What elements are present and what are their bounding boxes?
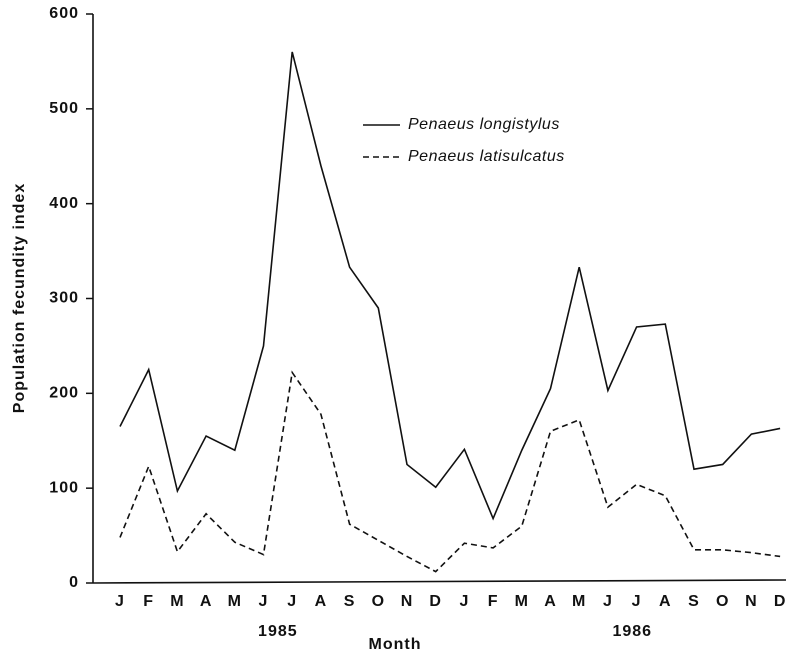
y-tick-label: 200 bbox=[49, 385, 79, 402]
x-tick-label: N bbox=[401, 593, 414, 610]
x-tick-label: A bbox=[544, 593, 557, 610]
x-tick-label: M bbox=[228, 593, 242, 610]
x-axis bbox=[92, 579, 787, 584]
x-tick-label: N bbox=[745, 593, 758, 610]
x-tick-label: M bbox=[170, 593, 184, 610]
x-tick-label: S bbox=[344, 593, 356, 610]
x-tick-label: A bbox=[659, 593, 672, 610]
y-tick-label: 400 bbox=[49, 195, 79, 212]
x-tick-label: M bbox=[515, 593, 529, 610]
x-tick-label: J bbox=[287, 593, 297, 610]
x-tick-label: S bbox=[688, 593, 700, 610]
series-line bbox=[119, 370, 781, 573]
x-tick-label: O bbox=[372, 593, 385, 610]
x-tick-label: D bbox=[429, 593, 442, 610]
y-tick-label: 0 bbox=[69, 574, 79, 591]
legend-label: Penaeus longistylus bbox=[408, 116, 560, 133]
y-tick-label: 100 bbox=[49, 479, 79, 496]
y-tick-label: 600 bbox=[49, 5, 79, 22]
x-tick-label: A bbox=[315, 593, 328, 610]
y-axis-label: Population fecundity index bbox=[11, 183, 28, 413]
x-tick-label: J bbox=[259, 593, 269, 610]
legend-label: Penaeus latisulcatus bbox=[408, 148, 565, 165]
y-tick-label: 500 bbox=[49, 100, 79, 117]
x-tick-label: M bbox=[572, 593, 586, 610]
x-tick-label: A bbox=[200, 593, 213, 610]
year-label: 1986 bbox=[612, 623, 652, 640]
x-tick-label: J bbox=[459, 593, 469, 610]
x-tick-label: J bbox=[115, 593, 125, 610]
x-tick-label: J bbox=[603, 593, 613, 610]
year-label: 1985 bbox=[258, 623, 298, 640]
x-tick-label: J bbox=[632, 593, 642, 610]
x-axis-label: Month bbox=[369, 636, 422, 653]
x-tick-label: D bbox=[774, 593, 787, 610]
y-tick-label: 300 bbox=[49, 290, 79, 307]
x-tick-label: F bbox=[488, 593, 499, 610]
x-tick-label: F bbox=[143, 593, 154, 610]
x-tick-label: O bbox=[716, 593, 729, 610]
series-line bbox=[119, 51, 781, 521]
